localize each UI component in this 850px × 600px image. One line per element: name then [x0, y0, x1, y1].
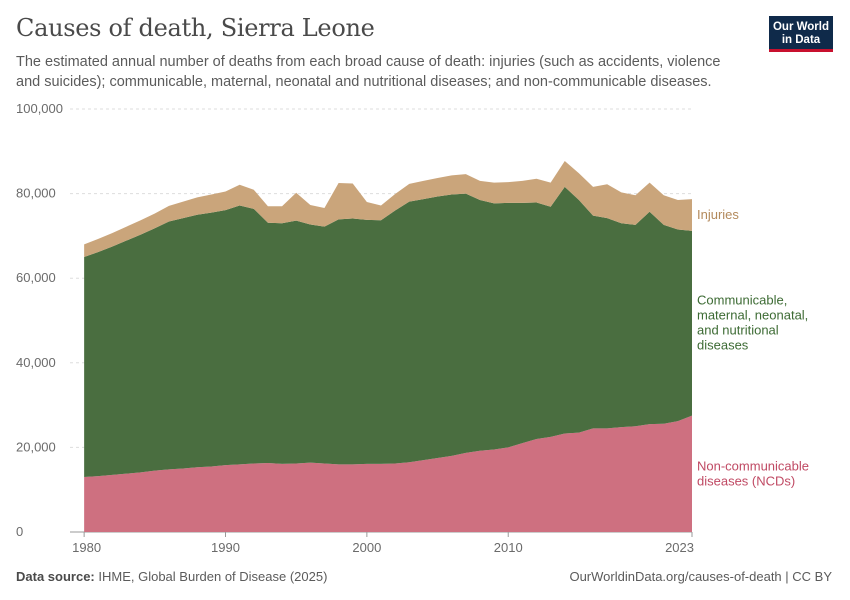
y-tick-label: 60,000: [16, 270, 56, 285]
x-tick-label: 2023: [665, 540, 694, 555]
area-series-0: [84, 415, 692, 532]
series-label-0: Non-communicable diseases (NCDs): [697, 458, 809, 488]
y-tick-label: 100,000: [16, 101, 63, 116]
logo-line-1: Our World: [772, 21, 829, 33]
series-label-2: Injuries: [697, 207, 739, 222]
x-tick-label: 1980: [72, 540, 101, 555]
data-source-text[interactable]: IHME, Global Burden of Disease (2025): [98, 569, 328, 584]
y-tick-label: 40,000: [16, 355, 56, 370]
chart-subtitle: The estimated annual number of deaths fr…: [16, 54, 721, 90]
data-source: Data source: IHME, Global Burden of Dise…: [16, 569, 327, 584]
x-tick-label: 2000: [352, 540, 381, 555]
y-tick-label: 0: [16, 524, 23, 539]
area-series-1: [84, 186, 692, 478]
data-source-label: Data source:: [16, 569, 95, 584]
series-label-1: Communicable, maternal, neonatal, and nutr…: [697, 293, 808, 353]
x-tick-label: 1990: [211, 540, 240, 555]
chart-title: Causes of death, Sierra Leone: [16, 14, 375, 42]
logo-line-2: in Data: [781, 34, 821, 46]
y-tick-label: 80,000: [16, 186, 56, 201]
area-series-2: [84, 161, 692, 258]
owid-logo[interactable]: Our World in Data: [769, 16, 833, 52]
x-tick-label: 2010: [494, 540, 523, 555]
y-tick-label: 20,000: [16, 439, 56, 454]
source-url[interactable]: OurWorldinData.org/causes-of-death | CC …: [569, 569, 832, 584]
